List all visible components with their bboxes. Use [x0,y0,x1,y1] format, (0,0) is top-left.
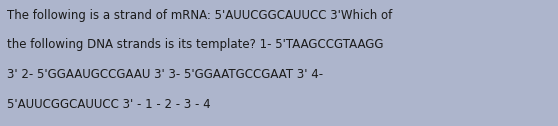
Text: the following DNA strands is its template? 1- 5'TAAGCCGTAAGG: the following DNA strands is its templat… [7,38,383,51]
Text: The following is a strand of mRNA: 5'AUUCGGCAUUCC 3'Which of: The following is a strand of mRNA: 5'AUU… [7,9,392,22]
Text: 3' 2- 5'GGAAUGCCGAAU 3' 3- 5'GGAATGCCGAAT 3' 4-: 3' 2- 5'GGAAUGCCGAAU 3' 3- 5'GGAATGCCGAA… [7,68,323,81]
Text: 5'AUUCGGCAUUCC 3' - 1 - 2 - 3 - 4: 5'AUUCGGCAUUCC 3' - 1 - 2 - 3 - 4 [7,98,210,111]
